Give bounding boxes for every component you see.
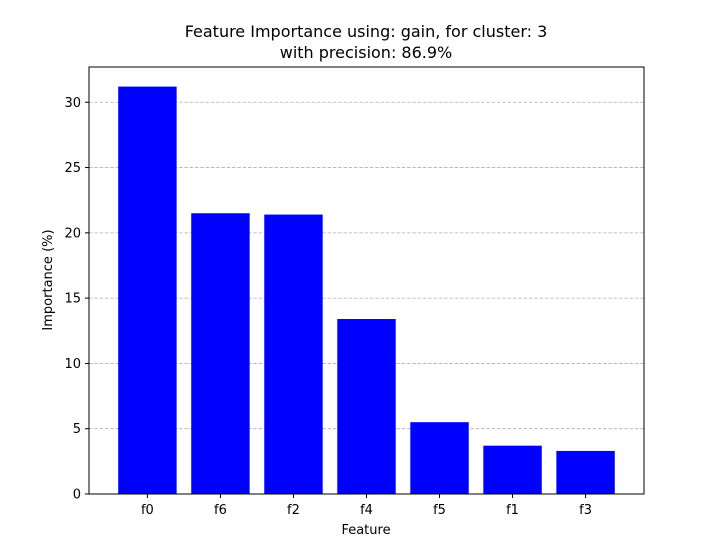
x-tick-label-f4: f4 — [360, 503, 373, 518]
grid-lines — [89, 101, 644, 430]
y-tick-label: 15 — [64, 292, 81, 307]
y-tick-label: 10 — [64, 357, 81, 372]
bar-f3 — [556, 450, 615, 494]
chart-subtitle: with precision: 86.9% — [280, 43, 453, 62]
y-axis-ticks: 0 5 10 15 20 25 30 — [64, 96, 89, 503]
y-tick-label: 5 — [73, 422, 81, 437]
x-tick-label-f3: f3 — [579, 503, 592, 518]
y-tick-label: 25 — [64, 161, 81, 176]
x-tick-label-f6: f6 — [214, 503, 227, 518]
x-tick-label-f5: f5 — [433, 503, 446, 518]
chart-title: Feature Importance using: gain, for clus… — [185, 22, 548, 41]
x-tick-label-f1: f1 — [506, 503, 519, 518]
y-tick-label: 0 — [73, 488, 81, 503]
bar-f1 — [483, 445, 542, 494]
y-tick-label: 20 — [64, 226, 81, 241]
x-axis-label: Feature — [341, 523, 390, 538]
x-axis-ticks: f0 f6 f2 f4 f5 f1 f3 — [141, 494, 592, 518]
x-tick-label-f0: f0 — [141, 503, 154, 518]
bar-f4 — [337, 319, 396, 494]
bar-f5 — [410, 422, 469, 494]
bar-f0 — [118, 86, 177, 494]
y-axis-label: Importance (%) — [41, 229, 56, 330]
x-tick-label-f2: f2 — [287, 503, 300, 518]
y-tick-label: 30 — [64, 96, 81, 111]
bar-f2 — [264, 214, 323, 494]
bar-f6 — [191, 213, 250, 494]
bars — [118, 86, 615, 494]
